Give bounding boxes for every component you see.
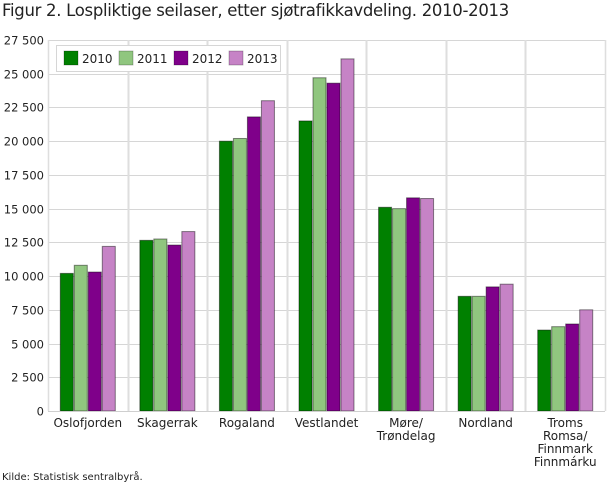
y-tick-label: 20 000 <box>4 135 44 149</box>
bar-2012 <box>485 286 500 412</box>
y-tick-label: 0 <box>37 405 44 419</box>
bar-2012 <box>565 323 580 412</box>
bars <box>59 58 594 412</box>
bar-2010 <box>59 272 74 412</box>
x-category-label: Oslofjorden <box>53 416 122 430</box>
legend-swatch-2011 <box>118 50 134 66</box>
legend-label-2012: 2012 <box>192 52 223 66</box>
y-tick-label: 12 500 <box>4 236 44 250</box>
x-category-label-line: Troms <box>546 416 583 430</box>
bar-2010 <box>139 239 154 412</box>
legend-box <box>56 45 281 72</box>
bar-2010 <box>537 329 552 412</box>
x-category-label: Møre/Trøndelag <box>376 416 436 443</box>
x-category-label: Troms Romsa/Finnmark Finnmárku <box>534 416 597 469</box>
legend-swatch-2012 <box>173 50 189 66</box>
x-category-label-line: Nordland <box>458 416 513 430</box>
bar-2012 <box>87 271 102 412</box>
y-tick-label: 22 500 <box>4 101 44 115</box>
x-category-label-line: Romsa/ <box>543 429 588 443</box>
bar-2011 <box>551 326 566 412</box>
bar-2013 <box>260 100 275 412</box>
bar-2011 <box>471 295 486 412</box>
bar-2012 <box>406 197 421 412</box>
bar-2012 <box>326 82 341 412</box>
legend-swatch-2010 <box>63 50 79 66</box>
bar-2011 <box>232 137 247 412</box>
bar-2010 <box>457 295 472 412</box>
y-tick-label: 27 500 <box>4 34 44 48</box>
bar-2010 <box>298 120 313 412</box>
bar-2010 <box>218 140 233 412</box>
x-category-label-line: Oslofjorden <box>53 416 122 430</box>
x-category-label-line: Vestlandet <box>295 416 359 430</box>
bar-2012 <box>246 116 261 412</box>
y-tick-label: 15 000 <box>4 203 44 217</box>
bar-2012 <box>167 244 182 412</box>
bar-2010 <box>378 206 393 412</box>
bar-2011 <box>312 77 327 412</box>
y-tick-label: 25 000 <box>4 68 44 82</box>
x-category-label-line: Finnmark <box>537 442 593 456</box>
chart-title: Figur 2. Lospliktige seilaser, etter sjø… <box>2 1 509 20</box>
bar-2011 <box>153 238 168 412</box>
x-category-label: Rogaland <box>219 416 275 430</box>
bar-2013 <box>340 58 355 412</box>
legend-label-2010: 2010 <box>82 52 113 66</box>
gridlines <box>47 40 607 412</box>
bar-2013 <box>101 245 116 412</box>
x-category-label: Vestlandet <box>295 416 359 430</box>
legend-swatch-2013 <box>228 50 244 66</box>
bar-2013 <box>499 283 514 412</box>
y-tick-label: 10 000 <box>4 270 44 284</box>
y-tick-label: 17 500 <box>4 169 44 183</box>
y-tick-label: 5 000 <box>11 338 44 352</box>
bar-2013 <box>181 231 196 412</box>
x-category-label-line: Skagerrak <box>137 416 198 430</box>
source-note: Kilde: Statistisk sentralbyrå. <box>2 472 143 483</box>
x-category-label: Skagerrak <box>137 416 198 430</box>
legend: 2010 2011 2012 2013 <box>56 45 281 72</box>
x-category-label-line: Finnmárku <box>534 455 597 469</box>
legend-label-2011: 2011 <box>137 52 168 66</box>
y-axis: 0 2 500 5 000 7 500 10 000 12 500 15 000 17 500… <box>4 34 44 419</box>
x-category-label-line: Møre/ <box>389 416 424 430</box>
x-axis: Oslofjorden Skagerrak Rogaland Vestlandet Mø… <box>48 411 605 469</box>
x-category-label-line: Rogaland <box>219 416 275 430</box>
bar-2013 <box>420 198 435 412</box>
y-tick-label: 7 500 <box>11 304 44 318</box>
bar-2013 <box>579 309 594 412</box>
bar-2011 <box>73 264 88 412</box>
x-category-label-line: Trøndelag <box>376 429 436 443</box>
legend-label-2013: 2013 <box>247 52 278 66</box>
bar-2011 <box>392 208 407 412</box>
y-tick-label: 2 500 <box>11 371 44 385</box>
x-category-label: Nordland <box>458 416 513 430</box>
